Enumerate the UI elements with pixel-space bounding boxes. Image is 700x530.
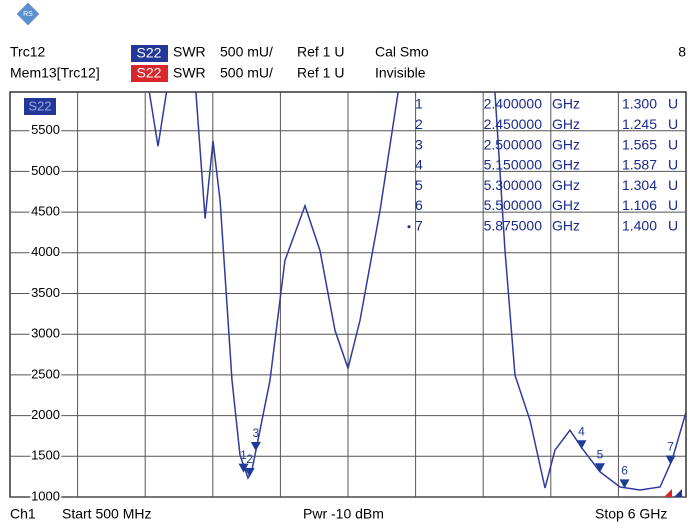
grid: 1000 1500 2000 2500 3000 3500 4000 4500 5000 5500	[10, 92, 686, 505]
trace-name: Trc12	[10, 44, 45, 60]
marker-frequency: 5.500000	[484, 197, 543, 213]
marker-label: 5	[597, 447, 604, 461]
marker	[244, 468, 255, 478]
frequency-unit: GHz	[552, 197, 580, 213]
frequency-unit: GHz	[552, 136, 580, 152]
active-marker-dot	[407, 225, 411, 229]
marker-label: 4	[578, 424, 585, 438]
marker-frequency: 2.400000	[484, 96, 543, 112]
marker-label: 6	[621, 464, 628, 478]
scale: 500 mU/	[220, 44, 273, 60]
marker-label: 7	[667, 440, 674, 454]
y-tick-label: 2500	[31, 366, 60, 381]
svg-text:RS: RS	[23, 11, 33, 18]
marker-table: 1 2.400000 GHz 1.300 U 2 2.450000 GHz 1.245 U 3 2.5…	[407, 96, 678, 234]
marker-layer: 1 2 3 45 6 7	[238, 424, 676, 489]
marker	[238, 463, 249, 473]
logo: RS	[16, 2, 40, 26]
frequency-unit: GHz	[552, 116, 580, 132]
param-badge	[131, 65, 168, 82]
limit-flag	[674, 489, 682, 497]
y-tick-label: 2000	[31, 407, 60, 422]
trace-badge	[24, 98, 56, 115]
marker-label: 3	[252, 426, 259, 440]
stop: Stop 6 GHz	[595, 506, 667, 522]
marker-frequency: 5.875000	[484, 218, 543, 234]
status: Cal Smo	[375, 44, 429, 60]
scale: 500 mU/	[220, 65, 273, 81]
power: Pwr -10 dBm	[303, 506, 384, 522]
y-tick-label: 1500	[31, 448, 60, 463]
format: SWR	[173, 65, 206, 81]
value-unit: U	[668, 197, 678, 213]
y-tick-label: 4000	[31, 244, 60, 259]
frequency-unit: GHz	[552, 218, 580, 234]
marker-frequency: 2.450000	[484, 116, 543, 132]
param: S22	[137, 65, 162, 81]
marker-number: 4	[415, 157, 423, 173]
marker-frequency: 2.500000	[484, 136, 543, 152]
status: Invisible	[375, 65, 426, 81]
marker-number: 2	[415, 116, 423, 132]
trace-name: Mem13[Trc12]	[10, 65, 100, 81]
marker-label: 2	[246, 452, 253, 466]
marker-value: 1.106	[622, 197, 657, 213]
marker	[594, 463, 605, 473]
y-tick-label: 1000	[31, 488, 60, 503]
marker-value: 1.300	[622, 96, 657, 112]
frequency-unit: GHz	[552, 177, 580, 193]
y-tick-label: 5000	[31, 163, 60, 178]
limit-flag	[664, 489, 672, 497]
param-badge	[131, 45, 168, 62]
marker-number: 1	[415, 96, 423, 112]
marker-label: 1	[240, 448, 247, 462]
y-tick-label: 3500	[31, 285, 60, 300]
value-unit: U	[668, 96, 678, 112]
marker-frequency: 5.300000	[484, 177, 543, 193]
marker	[665, 455, 676, 465]
y-tick-label: 5500	[31, 122, 60, 137]
marker	[576, 440, 587, 450]
marker	[250, 442, 261, 452]
marker-value: 1.304	[622, 177, 657, 193]
marker	[619, 479, 630, 489]
marker-number: 5	[415, 177, 423, 193]
format: SWR	[173, 44, 206, 60]
start: Start 500 MHz	[62, 506, 151, 522]
value-unit: U	[668, 136, 678, 152]
marker-value: 1.565	[622, 136, 657, 152]
channel: Ch1	[10, 506, 36, 522]
marker-value: 1.245	[622, 116, 657, 132]
trace-badge-label: S22	[28, 98, 51, 113]
marker-number: 3	[415, 136, 423, 152]
y-tick-label: 3000	[31, 326, 60, 341]
ref: Ref 1 U	[297, 44, 344, 60]
marker-value: 1.587	[622, 157, 657, 173]
value-unit: U	[668, 177, 678, 193]
marker-frequency: 5.150000	[484, 157, 543, 173]
frequency-unit: GHz	[552, 96, 580, 112]
value-unit: U	[668, 157, 678, 173]
marker-number: 7	[415, 218, 423, 234]
marker-number: 6	[415, 197, 423, 213]
param: S22	[137, 45, 162, 61]
marker-value: 1.400	[622, 218, 657, 234]
ref: Ref 1 U	[297, 65, 344, 81]
y-tick-label: 4500	[31, 204, 60, 219]
value-unit: U	[668, 218, 678, 234]
frequency-unit: GHz	[552, 157, 580, 173]
channel-count: 8	[678, 44, 686, 60]
value-unit: U	[668, 116, 678, 132]
